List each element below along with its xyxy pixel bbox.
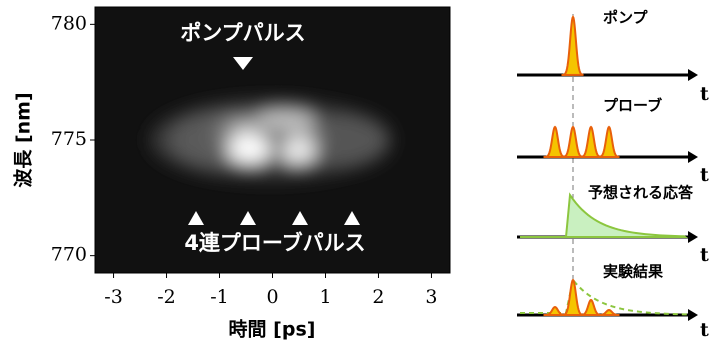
annotation: 4連プローブパルス: [184, 231, 365, 255]
y-tick-label: 780: [51, 12, 87, 34]
response-fit: [520, 280, 687, 314]
x-tick-label: -3: [104, 286, 123, 308]
x-axis-label: 時間 [ps]: [229, 319, 316, 341]
arrow-head: [688, 151, 698, 163]
x-tick-label: 1: [319, 286, 331, 308]
heatmap-image: [150, 100, 390, 180]
arrow-head: [688, 309, 698, 321]
panel-label: 予想される応答: [588, 184, 694, 202]
pulse: [599, 310, 620, 315]
y-tick-label: 770: [51, 244, 87, 266]
x-tick-label: 3: [425, 286, 437, 308]
pulse: [563, 17, 584, 75]
time-axis-label: t: [700, 164, 709, 186]
time-axis-label: t: [700, 83, 709, 105]
arrow-head: [688, 231, 698, 243]
panel-label: プローブ: [603, 97, 662, 115]
time-axis-label: t: [700, 244, 709, 266]
panel-label: 実験結果: [603, 263, 664, 281]
x-tick-label: 0: [266, 286, 278, 308]
pulse: [599, 127, 620, 157]
y-tick-label: 775: [51, 128, 87, 150]
panel-label: ポンプ: [603, 9, 649, 27]
x-tick-label: -2: [157, 286, 176, 308]
figure: ポンプパルス 4連プローブパルス 時間 [ps] 波長 [nm] ポンプ プロー…: [0, 0, 711, 347]
time-axis-label: t: [700, 319, 709, 341]
pulse: [545, 307, 566, 315]
pulse: [563, 127, 584, 157]
pulse: [581, 127, 602, 157]
pulse: [581, 300, 602, 315]
pulse: [563, 280, 584, 315]
pulse: [545, 127, 566, 157]
x-tick-label: -1: [210, 286, 229, 308]
annotation: ポンプパルス: [180, 21, 305, 45]
x-tick-label: 2: [372, 286, 384, 308]
arrow-head: [688, 69, 698, 81]
y-axis-label: 波長 [nm]: [12, 92, 35, 187]
